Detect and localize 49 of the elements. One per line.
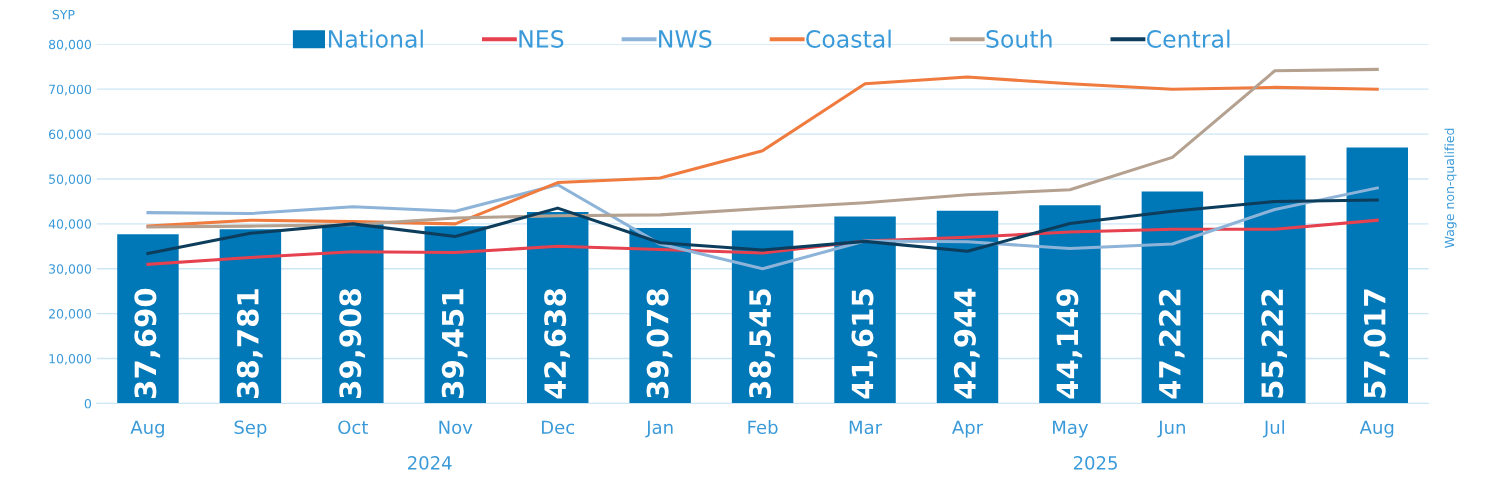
- x-tick-label: Aug: [130, 420, 164, 438]
- bar: [1244, 155, 1306, 404]
- legend-label: Coastal: [806, 29, 891, 48]
- y-tick-label: 50,000: [49, 174, 92, 186]
- x-tick-label: Apr: [952, 420, 984, 438]
- y-tick-label: 30,000: [49, 264, 92, 275]
- x-tick-label: Jul: [1262, 420, 1285, 438]
- y-tick-label: 0: [84, 398, 92, 409]
- y2-axis-title: Wage non-qualified: [1444, 128, 1457, 248]
- data-label: 42,944: [953, 288, 980, 399]
- x-tick-label: Jun: [1157, 420, 1185, 438]
- line-series: [146, 198, 1379, 256]
- data-label: 37,690: [134, 288, 161, 398]
- x-tick-label: Dec: [542, 420, 575, 435]
- data-label: 38,781: [236, 289, 263, 398]
- x-tick-label: Mar: [849, 420, 883, 435]
- y-axis-title: SYP: [52, 9, 75, 20]
- text: 2024: [408, 456, 452, 470]
- y-tick-label: 40,000: [48, 219, 92, 231]
- data-label: 39,451: [441, 289, 468, 398]
- bar: [1346, 147, 1408, 404]
- data-label: 38,545: [749, 289, 775, 398]
- x-tick-label: Feb: [748, 420, 778, 435]
- data-label: 47,222: [1158, 289, 1185, 399]
- x-tick-label: Nov: [439, 420, 473, 435]
- legend-label: South: [986, 29, 1052, 48]
- line-series: [146, 183, 1379, 271]
- text: 2025: [1073, 456, 1117, 470]
- y-tick-label: 60,000: [48, 129, 92, 141]
- y-tick-label: 80,000: [48, 39, 92, 51]
- x-tick-label: Sep: [234, 420, 267, 438]
- y-tick-label: 70,000: [49, 84, 92, 96]
- x-tick-label: Oct: [338, 420, 368, 435]
- x-tick-label: Jan: [645, 420, 673, 438]
- data-label: 41,615: [851, 289, 878, 399]
- data-label: 39,078: [646, 289, 673, 398]
- legend-label: National: [328, 29, 423, 48]
- y-tick-label: 20,000: [49, 309, 92, 320]
- legend-label: Central: [1146, 29, 1230, 48]
- x-tick-label: Aug: [1359, 420, 1394, 438]
- data-label: 39,908: [339, 289, 366, 398]
- legend-label: NWS: [659, 30, 712, 48]
- data-label: 42,638: [544, 289, 570, 399]
- x-tick-label: May: [1053, 420, 1089, 438]
- data-label: 44,149: [1056, 289, 1083, 399]
- data-label: 55,222: [1261, 289, 1288, 398]
- y-tick-label: 10,000: [49, 354, 92, 365]
- legend-label: NES: [519, 30, 564, 48]
- data-label: 57,017: [1363, 289, 1390, 398]
